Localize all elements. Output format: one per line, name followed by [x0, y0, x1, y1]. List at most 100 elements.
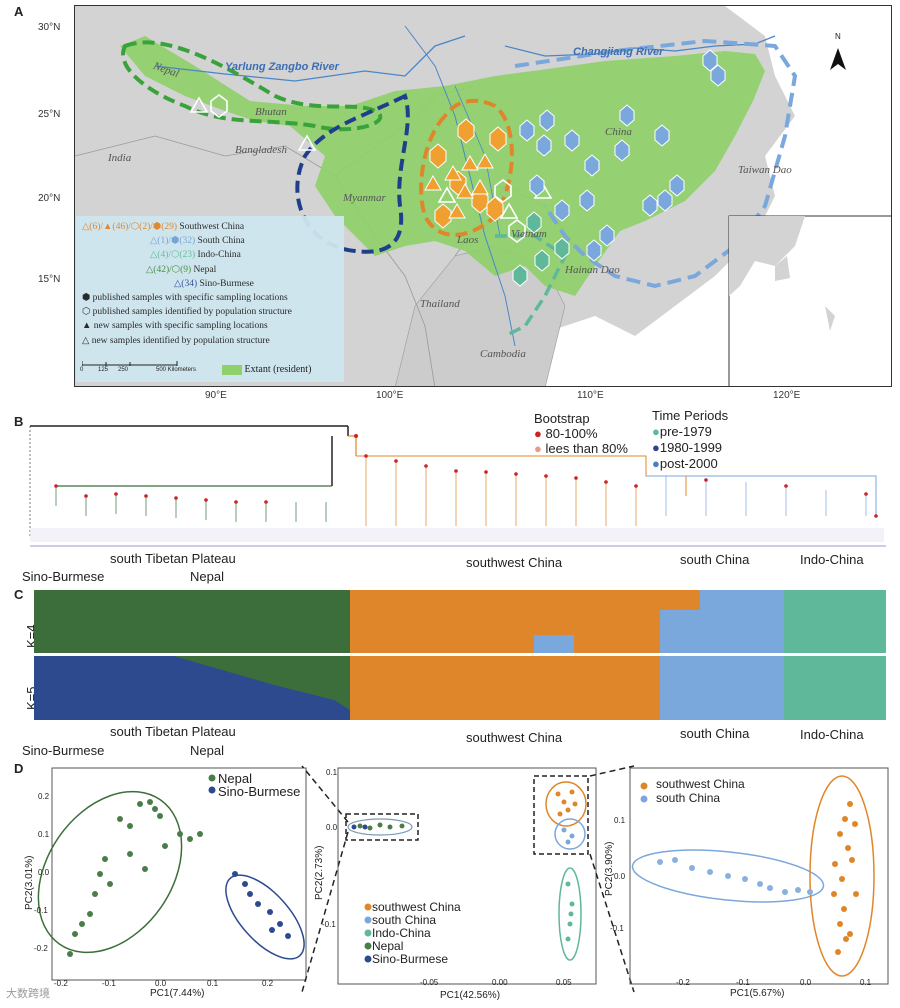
lat-label-15: 15°N: [38, 274, 61, 285]
hollow-hexagon-icon: ⬡: [82, 307, 91, 318]
tree-group-indo: Indo-China: [800, 552, 864, 567]
pca-middle-xlabel: PC1(42.56%): [440, 990, 501, 1001]
zoom-connector-left: [301, 765, 349, 993]
pca-middle-legend-indo: Indo-China: [372, 926, 431, 940]
place-vietnam: Vietnam: [511, 228, 547, 240]
filled-hexagon-icon: ⬢: [82, 293, 91, 304]
lon-label-120: 120°E: [773, 390, 801, 401]
pca-right-xtick-1: -0.1: [736, 978, 750, 987]
phylogenetic-tree: [29, 425, 886, 547]
period-1980: ●1980-1999: [652, 440, 723, 455]
pca-left-xtick-4: 0.2: [262, 979, 274, 988]
panel-letter-d: D: [14, 761, 24, 776]
pca-right-ytick-2: -0.1: [610, 924, 624, 933]
pca-left-xtick-3: 0.1: [207, 979, 219, 988]
place-china: China: [605, 126, 632, 138]
pca-left-xtick-1: -0.1: [102, 979, 116, 988]
panel-letter-a: A: [14, 4, 24, 19]
hollow-triangle-icon: △: [82, 335, 90, 346]
lat-label-25: 25°N: [38, 109, 61, 120]
tree-group-stp: south Tibetan Plateau: [110, 551, 236, 566]
place-bangladesh: Bangladesh: [235, 144, 287, 156]
structure-group-schina: south China: [680, 726, 750, 741]
pca-middle-ylabel: PC2(2.73%): [314, 845, 325, 900]
legend-row-indo: △(4)/⬡(23) Indo-China: [150, 250, 241, 261]
lon-label-90: 90°E: [205, 390, 227, 401]
pca-left-xlabel: PC1(7.44%): [150, 988, 205, 999]
place-myanmar: Myanmar: [343, 192, 386, 204]
pca-right-xtick-0: -0.2: [676, 978, 690, 987]
structure-group-nepal: Nepal: [190, 743, 224, 758]
north-arrow-label: N: [835, 32, 841, 41]
lat-label-20: 20°N: [38, 193, 61, 204]
filled-triangle-icon: ▲: [82, 321, 92, 332]
time-periods-legend: Time Periods ●pre-1979 ●1980-1999 ●post-…: [652, 408, 728, 472]
legend-row-south: △(1)/⬢(32) South China: [150, 236, 245, 247]
pca-middle-legend-s: south China: [372, 913, 437, 927]
place-taiwan: Taiwan Dao: [738, 164, 792, 176]
place-cambodia: Cambodia: [480, 348, 526, 360]
pca-right-ylabel: PC2(3.90%): [604, 841, 615, 896]
place-hainan: Hainan Dao: [565, 264, 620, 276]
pca-right-ytick-1: 0.0: [614, 872, 626, 881]
map-legend: △(6)/▲(46)/⬡(2)/⬢(29) Southwest China △(…: [76, 216, 344, 382]
place-laos: Laos: [457, 234, 479, 246]
pca-middle-xtick-2: 0.05: [556, 978, 572, 987]
lon-label-110: 110°E: [577, 390, 604, 401]
pca-middle-legend-sw: southwest China: [372, 900, 461, 914]
pca-right: [629, 767, 889, 985]
pca-left-legend-sino: Sino-Burmese: [218, 784, 301, 799]
tree-group-sino: Sino-Burmese: [22, 569, 105, 584]
legend-extant: Extant (resident): [222, 364, 311, 375]
period-pre1979: ●pre-1979: [652, 424, 712, 439]
pca-middle-ytick-2: -0.1: [322, 920, 336, 929]
legend-row-nepal: △(42)/⬡(9) Nepal: [146, 264, 217, 275]
panel-letter-c: C: [14, 587, 24, 602]
tree-group-swchina: southwest China: [466, 555, 563, 570]
zoom-connector-right: [589, 765, 635, 993]
pca-middle-xtick-0: -0.05: [420, 978, 439, 987]
river-label-yarlung: Yarlung Zangbo River: [225, 61, 339, 73]
pca-left-ytick-2: 0.0: [38, 868, 50, 877]
bootstrap-title: Bootstrap: [534, 411, 590, 426]
pca-left-ytick-3: -0.1: [34, 906, 48, 915]
legend-row-southwest: △(6)/▲(46)/⬡(2)/⬢(29) Southwest China: [82, 222, 245, 232]
structure-group-swchina: southwest China: [466, 730, 563, 745]
legend-row-sino: △(34) Sino-Burmese: [174, 278, 254, 289]
structure-group-sino: Sino-Burmese: [22, 743, 105, 758]
pca-middle-ytick-1: 0.0: [326, 823, 338, 832]
place-thailand: Thailand: [420, 298, 460, 310]
structure-group-stp: south Tibetan Plateau: [110, 724, 236, 739]
lon-label-100: 100°E: [376, 390, 404, 401]
sample-markers: [189, 49, 726, 287]
pca-middle-legend-nepal: Nepal: [372, 939, 404, 953]
legend-symbol-published-structure: ⬡ published samples identified by popula…: [82, 307, 292, 318]
bootstrap-high: ● 80-100%: [534, 426, 598, 441]
pca-left-legend-nepal: Nepal: [218, 771, 252, 786]
bootstrap-legend: Bootstrap ● 80-100% ● lees than 80%: [534, 411, 628, 456]
place-india: India: [108, 152, 132, 164]
structure-group-indo: Indo-China: [800, 727, 864, 742]
pca-left-xtick-0: -0.2: [54, 979, 68, 988]
time-periods-title: Time Periods: [652, 408, 729, 423]
pca-left-ytick-1: 0.1: [38, 830, 50, 839]
pca-middle-xtick-1: 0.00: [492, 978, 508, 987]
river-label-changjiang: Changjiang River: [573, 46, 664, 58]
pca-right-xtick-3: 0.1: [860, 978, 872, 987]
tree-group-schina: south China: [680, 552, 750, 567]
legend-symbol-new-structure: △ new samples identified by population s…: [82, 335, 270, 346]
tree-group-nepal: Nepal: [190, 569, 224, 584]
watermark: 大数跨境: [6, 988, 50, 1000]
lat-label-30: 30°N: [38, 22, 61, 33]
pca-left-ylabel: PC2(3.01%): [24, 855, 35, 910]
pca-right-xtick-2: 0.0: [800, 978, 812, 987]
period-post2000: ●post-2000: [652, 456, 718, 471]
scale-bar: 0 125 250 500 Kilometers: [80, 361, 197, 373]
structure-plot: [34, 590, 886, 720]
pca-right-legend-sw: southwest China: [656, 777, 745, 791]
pca-right-ytick-0: 0.1: [614, 816, 626, 825]
place-bhutan: Bhutan: [255, 106, 287, 118]
pca-middle-ytick-0: 0.1: [326, 768, 338, 777]
pca-middle-legend-sino: Sino-Burmese: [372, 952, 449, 966]
pca-left-ytick-4: -0.2: [34, 944, 48, 953]
